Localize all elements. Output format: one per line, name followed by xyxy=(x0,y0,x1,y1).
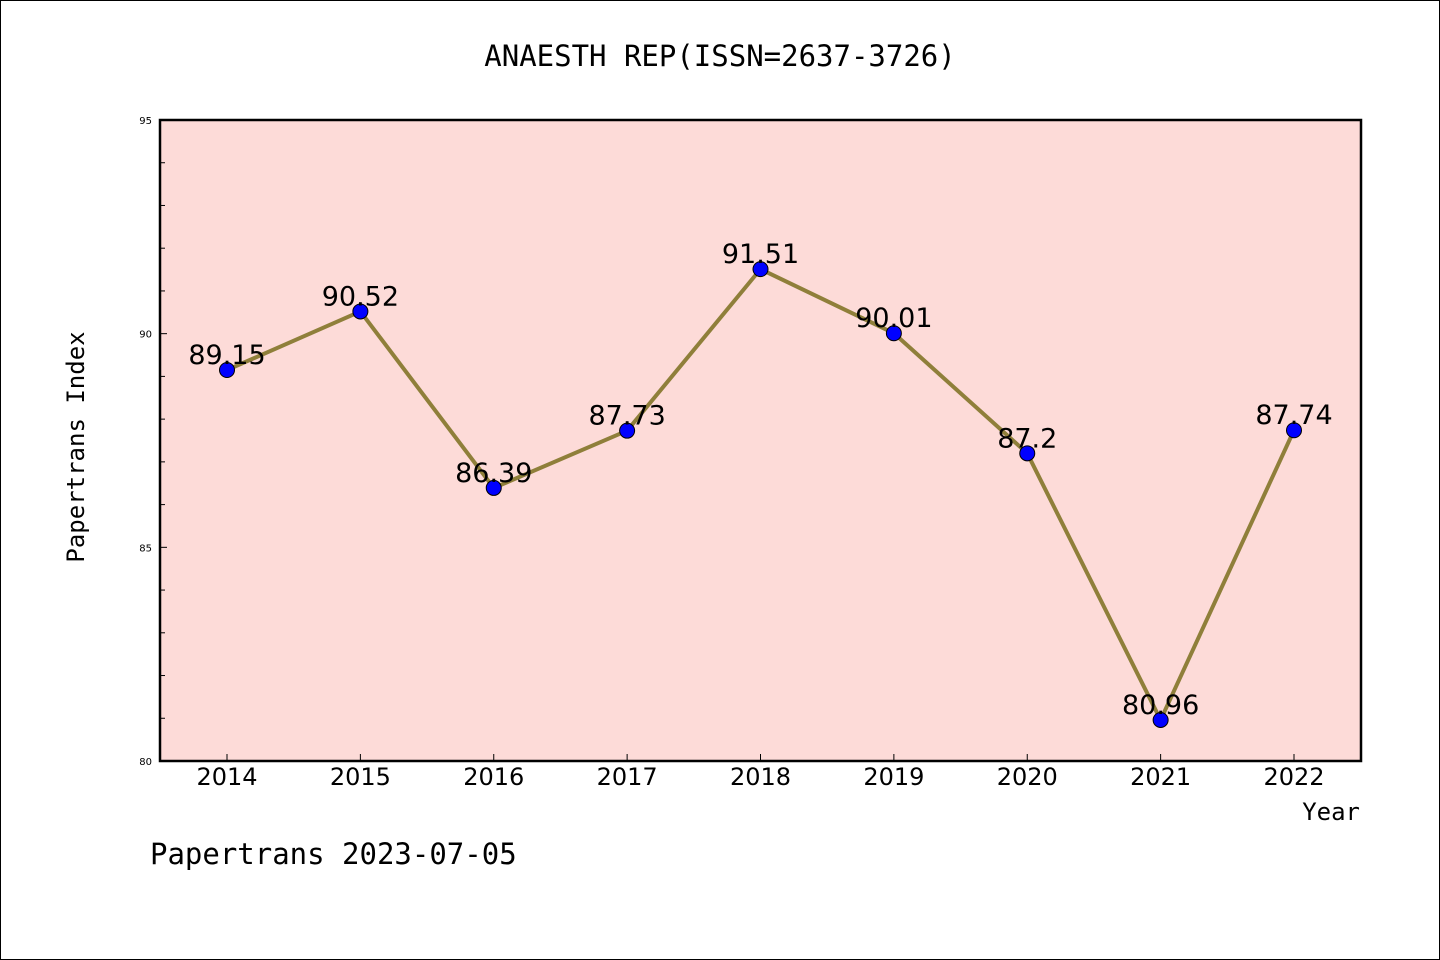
data-point-marker xyxy=(219,361,235,378)
x-tick-label: 2019 xyxy=(863,763,924,791)
y-axis-label: Papertrans Index xyxy=(62,331,90,562)
data-point-marker xyxy=(1152,711,1169,728)
data-point-marker xyxy=(885,325,902,342)
x-tick-label: 2015 xyxy=(330,763,391,791)
x-tick-label: 2020 xyxy=(997,763,1058,791)
data-point-marker xyxy=(1286,422,1302,439)
y-tick-label: 95 xyxy=(139,116,152,127)
x-tick-label: 2022 xyxy=(1263,763,1324,791)
data-point-marker xyxy=(1019,445,1036,462)
x-axis-label: Year xyxy=(1302,798,1360,826)
x-axis-ticks: 2014 2015 2016 2017 2018 2019 2020 2021 2022 xyxy=(196,754,1325,791)
y-tick-label: 80 xyxy=(139,757,152,768)
data-value-label: 90.01 xyxy=(855,303,932,334)
data-point-marker xyxy=(485,479,502,496)
data-value-label: 90.52 xyxy=(322,281,399,312)
plot-border xyxy=(158,118,1363,763)
data-value-label: 89.15 xyxy=(188,340,265,371)
chart-title: ANAESTH REP(ISSN=2637-3726) xyxy=(484,39,955,73)
y-tick-label: 90 xyxy=(139,330,152,341)
data-value-label: 86.39 xyxy=(455,458,532,489)
x-tick-label: 2021 xyxy=(1130,763,1191,791)
data-value-label: 80.96 xyxy=(1122,690,1199,721)
data-value-label: 87.2 xyxy=(997,423,1057,454)
data-point-marker xyxy=(619,422,636,439)
data-value-label: 87.73 xyxy=(588,401,665,432)
x-tick-label: 2018 xyxy=(730,763,791,791)
x-tick-label: 2017 xyxy=(597,763,658,791)
y-tick-label: 85 xyxy=(139,543,152,554)
data-labels: 89.15 90.52 86.39 87.73 91.51 90.01 87.2 80.96 8… xyxy=(188,239,1332,721)
series-markers xyxy=(219,261,1302,728)
plot-area xyxy=(160,120,1361,761)
data-value-label: 91.51 xyxy=(722,239,799,270)
x-tick-label: 2016 xyxy=(463,763,524,791)
data-point-marker xyxy=(352,303,369,320)
data-value-label: 87.74 xyxy=(1255,400,1332,431)
footer-text: Papertrans 2023-07-05 xyxy=(150,837,517,871)
x-tick-label: 2014 xyxy=(196,763,257,791)
data-point-marker xyxy=(752,261,769,278)
